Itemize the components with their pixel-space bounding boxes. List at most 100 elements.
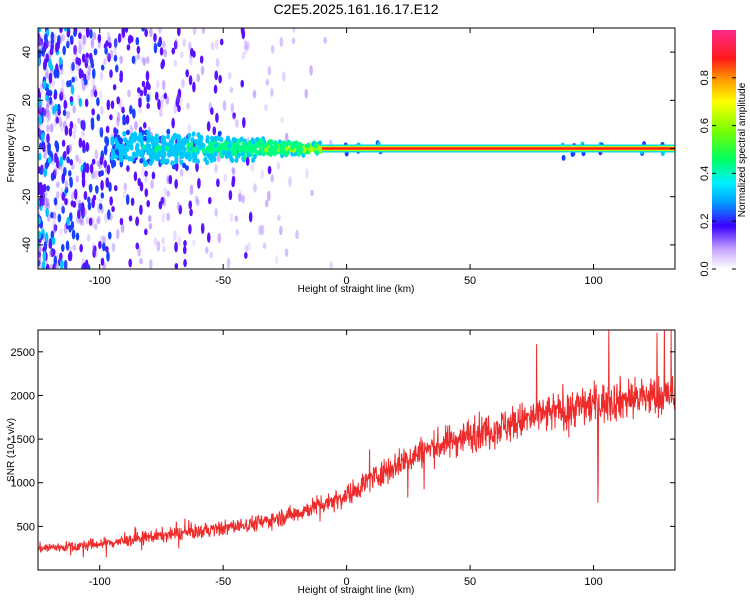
spectrogram-cell bbox=[148, 222, 153, 230]
spectrogram-cell bbox=[125, 115, 130, 124]
spectrogram-cell bbox=[209, 135, 214, 142]
spectrogram-cell bbox=[128, 142, 133, 149]
spectrogram-cell bbox=[60, 87, 64, 97]
spectrogram-cell bbox=[192, 50, 196, 58]
spectrogram-cell bbox=[59, 156, 63, 167]
spectrogram-cell bbox=[49, 123, 54, 133]
x-tick-label: -100 bbox=[89, 576, 111, 588]
spectrogram-cell bbox=[62, 109, 67, 117]
spectrogram-cell bbox=[43, 58, 48, 70]
spectrogram-cell bbox=[53, 93, 58, 100]
spectrogram-cell bbox=[126, 165, 130, 172]
spectrogram-cell bbox=[84, 78, 88, 86]
spectrogram-cell bbox=[53, 255, 58, 266]
spectrogram-cell bbox=[55, 44, 59, 53]
spectrogram-cell bbox=[66, 156, 70, 164]
spectrogram-cell bbox=[100, 105, 104, 115]
spectrogram-cell bbox=[297, 148, 302, 154]
spectrogram-cell bbox=[61, 173, 66, 182]
spectrogram-cell bbox=[217, 232, 222, 244]
spectrogram-cell bbox=[216, 178, 220, 188]
spectrogram-cell bbox=[40, 132, 45, 142]
spectrogram-cell bbox=[274, 144, 279, 150]
spectrogram-cell bbox=[81, 53, 86, 63]
spectrogram-cell bbox=[200, 223, 205, 235]
spectrogram-cell bbox=[110, 100, 115, 110]
spectrogram-cell bbox=[85, 56, 90, 64]
spectrogram-cell bbox=[282, 71, 286, 82]
spectrogram-cell bbox=[244, 44, 248, 55]
spectrogram-cell bbox=[87, 65, 92, 76]
spectrogram-cell bbox=[125, 194, 130, 206]
spectrogram-cell bbox=[84, 58, 89, 69]
spectrogram-cell bbox=[210, 107, 214, 115]
spectrogram-cell bbox=[310, 146, 315, 152]
y-tick-label: 20 bbox=[21, 94, 33, 106]
spectrogram-cell bbox=[143, 135, 148, 142]
spectrogram-cell bbox=[58, 116, 63, 127]
spectrogram-cell bbox=[38, 115, 43, 125]
spectrogram-cell bbox=[66, 216, 70, 227]
spectrogram-cell bbox=[237, 144, 242, 151]
spectrogram-cell bbox=[78, 45, 82, 54]
spectrogram-cell bbox=[194, 195, 199, 204]
spectrogram-cell bbox=[52, 219, 56, 228]
spectrogram-cell bbox=[244, 244, 249, 254]
spectrogram-cell bbox=[161, 58, 166, 68]
spectrogram-cell bbox=[242, 146, 247, 153]
spectrogram-cell bbox=[53, 68, 58, 79]
spectrogram-cell bbox=[45, 263, 50, 269]
spectrogram-cell bbox=[150, 147, 155, 153]
chart-title: C2E5.2025.161.16.17.E12 bbox=[273, 1, 438, 17]
spectrogram-cell bbox=[255, 149, 260, 156]
spectrogram-cell bbox=[105, 177, 110, 188]
spectrogram-cell bbox=[240, 79, 245, 88]
spectrogram-cell bbox=[189, 184, 194, 196]
spectrogram-cell bbox=[200, 65, 205, 76]
spectrogram-cell bbox=[176, 94, 181, 103]
spectrogram-cell bbox=[198, 142, 203, 149]
spectrogram-cell bbox=[66, 40, 70, 49]
spectrogram-cell bbox=[52, 169, 57, 180]
spectrogram-cell bbox=[112, 84, 117, 91]
spectrogram-cell bbox=[159, 101, 164, 110]
spectrogram-cell bbox=[40, 40, 44, 48]
spectrogram-cell bbox=[139, 204, 143, 216]
spectrogram-cell bbox=[70, 192, 75, 201]
spectrogram-cell bbox=[116, 116, 120, 127]
spectrogram-cell bbox=[267, 165, 272, 175]
spectrogram-cell bbox=[306, 142, 311, 149]
spectrogram-cell bbox=[82, 34, 87, 46]
spectrogram-cell bbox=[80, 202, 85, 213]
spectrogram-cell bbox=[60, 66, 64, 76]
spectrogram-cell bbox=[130, 197, 135, 206]
spectrogram-cell bbox=[53, 168, 58, 176]
spectrogram-cell bbox=[194, 139, 199, 145]
spectrogram-cell bbox=[53, 225, 57, 234]
spectrogram-cell bbox=[88, 183, 93, 193]
spectrogram-cell bbox=[78, 32, 82, 40]
spectrogram-cell bbox=[42, 109, 47, 116]
spectrogram-cell bbox=[51, 79, 55, 88]
spectrogram-cell bbox=[93, 250, 98, 258]
spectrogram-cell bbox=[59, 28, 63, 34]
spectrogram-y-axis-label: Frequency (Hz) bbox=[6, 114, 17, 183]
snr-y-axis-label: SNR (10 * v/v) bbox=[6, 418, 17, 482]
colorbar-gradient bbox=[712, 30, 736, 269]
spectrogram-cell bbox=[82, 262, 87, 269]
spectrogram-cell bbox=[90, 38, 95, 49]
spectrogram-cell bbox=[231, 166, 236, 174]
spectrogram-cell bbox=[170, 144, 175, 151]
spectrogram-cell bbox=[93, 223, 98, 231]
spectrogram-cell bbox=[63, 28, 68, 32]
spectrogram-cell bbox=[43, 107, 47, 117]
spectrogram-cell bbox=[265, 78, 270, 86]
spectrogram-cell bbox=[142, 122, 147, 129]
spectrogram-cell bbox=[62, 45, 66, 56]
spectrogram-cell bbox=[80, 76, 85, 85]
spectrogram-cell bbox=[173, 59, 178, 67]
spectrogram-cell bbox=[151, 136, 156, 142]
spectrogram-cell bbox=[81, 78, 85, 87]
spectrogram-cell bbox=[72, 132, 77, 140]
spectrogram-cell bbox=[96, 113, 101, 122]
